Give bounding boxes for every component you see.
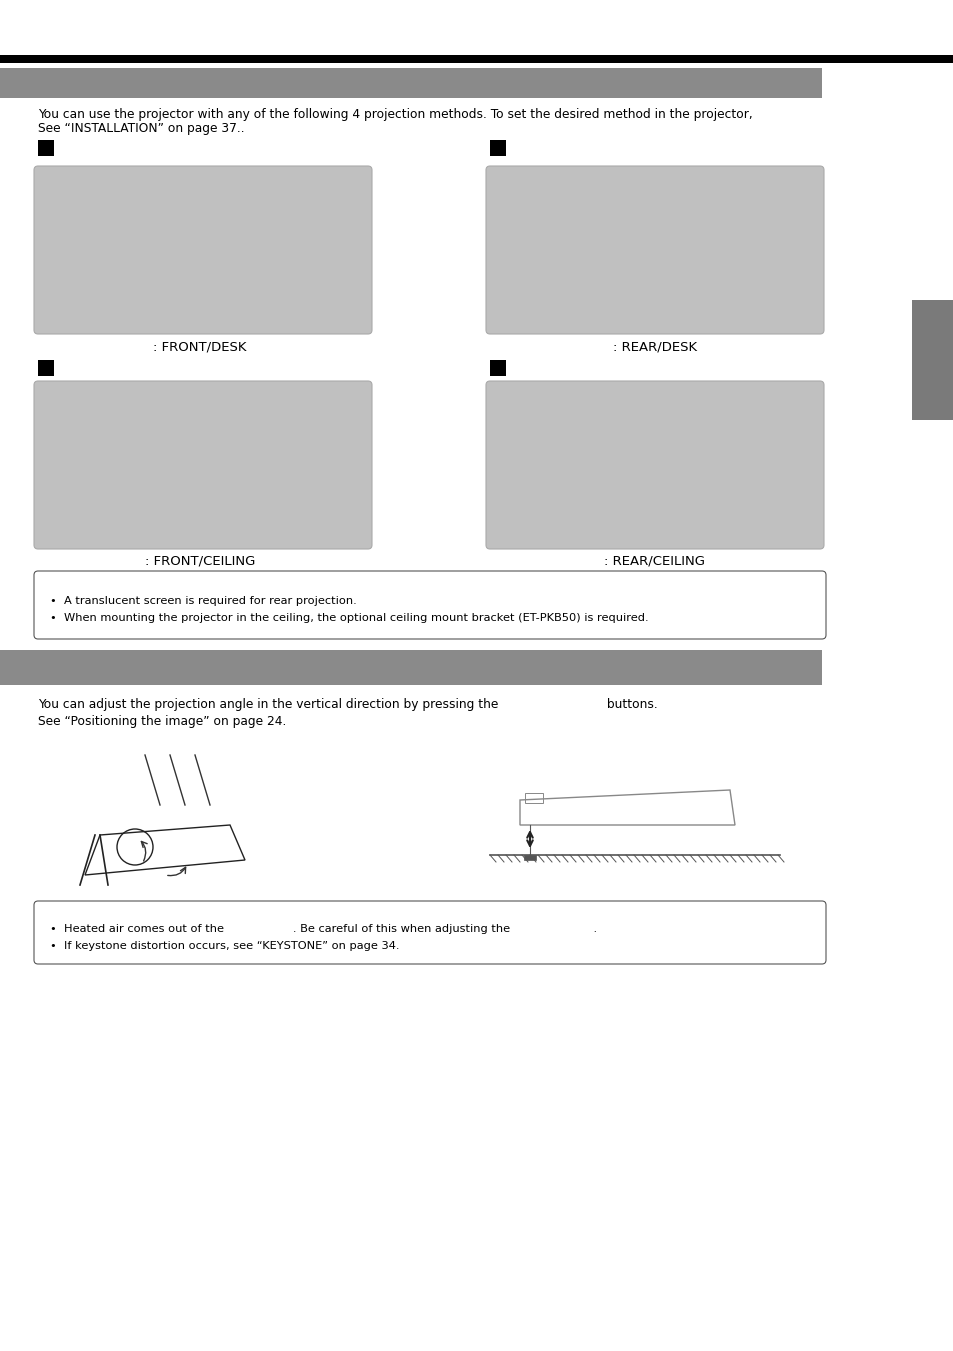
Text: •  Heated air comes out of the                   . Be careful of this when adjus: • Heated air comes out of the . Be caref… <box>50 924 597 934</box>
Bar <box>490 141 505 155</box>
Text: You can use the projector with any of the following 4 projection methods. To set: You can use the projector with any of th… <box>38 108 752 122</box>
FancyBboxPatch shape <box>34 901 825 965</box>
Text: •  When mounting the projector in the ceiling, the optional ceiling mount bracke: • When mounting the projector in the cei… <box>50 613 648 623</box>
FancyBboxPatch shape <box>34 571 825 639</box>
Bar <box>911 300 953 420</box>
Text: : FRONT/CEILING: : FRONT/CEILING <box>145 554 254 567</box>
Bar <box>38 141 54 155</box>
Bar <box>0 650 821 685</box>
Bar <box>524 793 542 802</box>
FancyBboxPatch shape <box>485 381 823 549</box>
FancyBboxPatch shape <box>485 166 823 334</box>
Text: •  A translucent screen is required for rear projection.: • A translucent screen is required for r… <box>50 596 356 607</box>
Text: See “INSTALLATION” on page 37..: See “INSTALLATION” on page 37.. <box>38 122 244 135</box>
Text: : REAR/DESK: : REAR/DESK <box>612 340 697 353</box>
Text: : REAR/CEILING: : REAR/CEILING <box>604 554 705 567</box>
Bar <box>38 359 54 376</box>
Text: : FRONT/DESK: : FRONT/DESK <box>153 340 247 353</box>
FancyBboxPatch shape <box>34 166 372 334</box>
Bar <box>523 855 536 861</box>
Bar <box>490 359 505 376</box>
Bar <box>0 68 821 99</box>
Text: You can adjust the projection angle in the vertical direction by pressing the   : You can adjust the projection angle in t… <box>38 698 657 711</box>
Text: See “Positioning the image” on page 24.: See “Positioning the image” on page 24. <box>38 715 286 728</box>
FancyBboxPatch shape <box>34 381 372 549</box>
Text: •  If keystone distortion occurs, see “KEYSTONE” on page 34.: • If keystone distortion occurs, see “KE… <box>50 942 399 951</box>
Bar <box>0 55 953 63</box>
